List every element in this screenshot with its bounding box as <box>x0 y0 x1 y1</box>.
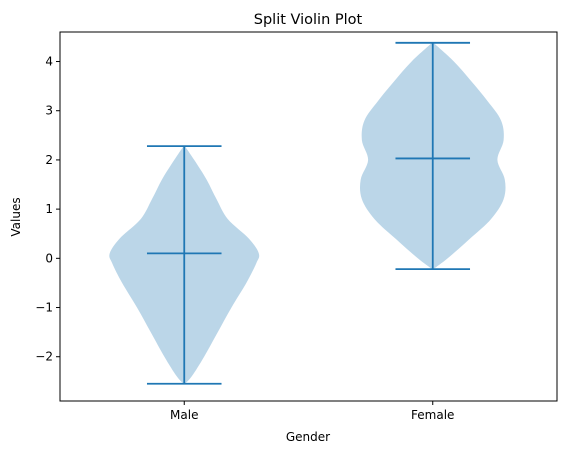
y-axis-label: Values <box>9 197 23 236</box>
y-tick-label: −2 <box>35 350 53 364</box>
y-tick-label: 3 <box>45 104 53 118</box>
x-axis-label: Gender <box>286 430 330 444</box>
y-tick-label: 1 <box>45 202 53 216</box>
y-tick-label: 4 <box>45 55 53 69</box>
x-tick-label-male: Male <box>170 408 198 422</box>
chart-title: Split Violin Plot <box>254 12 363 28</box>
y-tick-label: 2 <box>45 153 53 167</box>
y-tick-label: −1 <box>35 301 53 315</box>
x-tick-label-female: Female <box>411 408 454 422</box>
y-tick-label: 0 <box>45 251 53 265</box>
axes-frame <box>59 31 558 402</box>
